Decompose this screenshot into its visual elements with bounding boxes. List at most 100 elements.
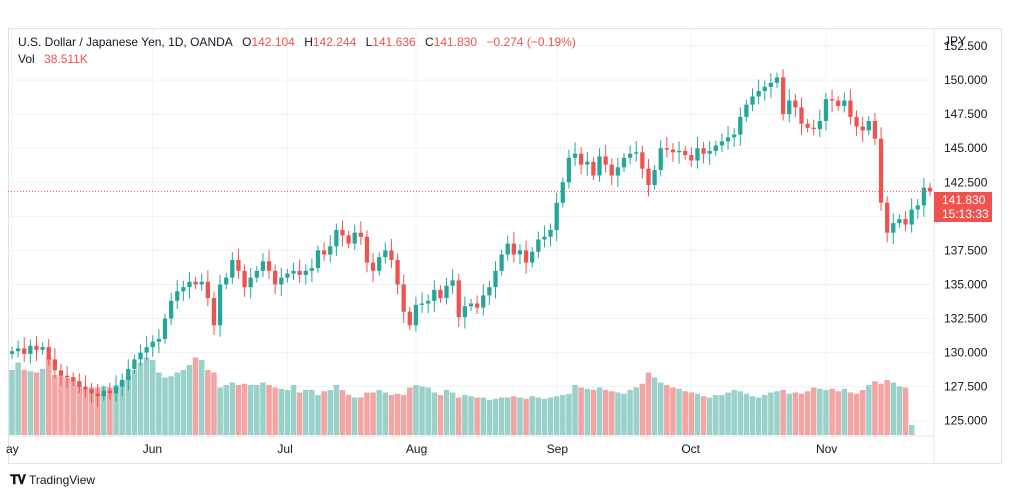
candle-body bbox=[719, 141, 725, 146]
candle-body bbox=[474, 303, 480, 308]
candle-body bbox=[9, 351, 15, 354]
x-tick-label: Sep bbox=[547, 442, 569, 456]
chart-frame bbox=[8, 28, 1002, 464]
candle-body bbox=[352, 232, 357, 244]
candle-body bbox=[217, 284, 223, 326]
volume-bar bbox=[76, 385, 83, 435]
candle-body bbox=[285, 273, 290, 278]
volume-bar bbox=[639, 383, 646, 435]
candle-body bbox=[560, 182, 565, 203]
candle-body bbox=[707, 150, 712, 154]
candle-body bbox=[364, 236, 370, 263]
candle-body bbox=[432, 289, 437, 301]
candle-body bbox=[138, 352, 143, 360]
candle-body bbox=[585, 161, 590, 165]
volume-bar bbox=[682, 391, 688, 435]
volume-bar bbox=[566, 393, 572, 435]
volume-bar bbox=[547, 397, 554, 435]
volume-bar bbox=[602, 390, 609, 435]
volume-bar bbox=[364, 392, 370, 435]
volume-bar bbox=[657, 382, 664, 435]
volume-bar bbox=[688, 392, 695, 435]
candle-body bbox=[358, 232, 363, 237]
volume-bar bbox=[835, 391, 841, 435]
volume-bar bbox=[664, 385, 670, 435]
candle-body bbox=[811, 127, 816, 130]
candle-body bbox=[627, 153, 633, 158]
candle-body bbox=[915, 205, 920, 210]
volume-bar bbox=[309, 390, 315, 435]
volume-bar bbox=[841, 388, 848, 435]
candle-body bbox=[768, 82, 774, 87]
volume-bar bbox=[266, 385, 272, 435]
volume-bar bbox=[162, 377, 168, 435]
volume-bar bbox=[229, 382, 236, 435]
last-price-tag: 141.830 15:13:33 bbox=[934, 192, 992, 222]
candle-body bbox=[676, 150, 682, 153]
volume-bar bbox=[45, 357, 52, 435]
volume-bar bbox=[351, 397, 358, 435]
volume-bar bbox=[125, 376, 132, 435]
volume-bar bbox=[853, 393, 860, 435]
volume-bar bbox=[560, 395, 566, 435]
volume-bar bbox=[174, 372, 180, 435]
volume-bar bbox=[529, 396, 535, 435]
candle-body bbox=[444, 285, 449, 299]
volume-bar bbox=[774, 391, 780, 435]
candle-body bbox=[554, 202, 559, 230]
volume-bar bbox=[486, 400, 493, 435]
candle-body bbox=[921, 187, 927, 206]
candle-body bbox=[701, 148, 706, 154]
candle-body bbox=[609, 164, 614, 176]
y-tick-label: 152.500 bbox=[944, 39, 988, 53]
candle-body bbox=[499, 254, 504, 271]
candle-body bbox=[927, 187, 933, 192]
candle-body bbox=[872, 120, 878, 139]
candle-body bbox=[750, 96, 755, 105]
volume-bar bbox=[480, 397, 486, 435]
volume-bar bbox=[254, 385, 260, 435]
volume-bar bbox=[425, 387, 431, 435]
candle-body bbox=[713, 145, 718, 151]
candle-body bbox=[866, 120, 871, 131]
candle-body bbox=[805, 123, 810, 128]
candle-body bbox=[89, 389, 94, 394]
volume-bar bbox=[137, 362, 144, 435]
volume-bar bbox=[52, 375, 58, 435]
candle-body bbox=[566, 157, 572, 183]
tradingview-logo[interactable]: 𝐓𝐕 TradingView bbox=[10, 472, 95, 488]
volume-bar bbox=[621, 393, 627, 435]
volume-bar bbox=[413, 385, 419, 435]
candle-body bbox=[542, 236, 547, 240]
candle-body bbox=[744, 104, 749, 117]
volume-bar bbox=[878, 383, 884, 435]
open-label: O bbox=[242, 35, 252, 49]
volume-bar bbox=[792, 392, 799, 435]
candle-body bbox=[230, 259, 235, 278]
volume-bar bbox=[823, 390, 829, 435]
volume-bar bbox=[762, 395, 768, 435]
candle-body bbox=[854, 116, 859, 127]
candle-body bbox=[383, 250, 388, 258]
candle-body bbox=[144, 347, 149, 353]
x-tick-label: ay bbox=[6, 442, 19, 456]
candle-body bbox=[40, 347, 45, 350]
candle-body bbox=[891, 223, 896, 233]
y-tick-label: 127.500 bbox=[944, 380, 988, 394]
candle-body bbox=[878, 138, 884, 203]
candle-body bbox=[860, 126, 865, 131]
candle-body bbox=[774, 77, 780, 83]
candle-body bbox=[903, 219, 908, 225]
candle-body bbox=[181, 287, 186, 292]
candle-body bbox=[780, 77, 786, 115]
candle-body bbox=[603, 156, 608, 165]
candle-body bbox=[634, 152, 639, 154]
volume-bar bbox=[321, 391, 327, 435]
candle-body bbox=[260, 261, 266, 271]
volume-bar bbox=[33, 372, 40, 435]
volume-bar bbox=[584, 388, 591, 435]
candlesticks bbox=[9, 69, 933, 408]
candle-body bbox=[536, 239, 541, 252]
tradingview-name: TradingView bbox=[29, 473, 96, 487]
